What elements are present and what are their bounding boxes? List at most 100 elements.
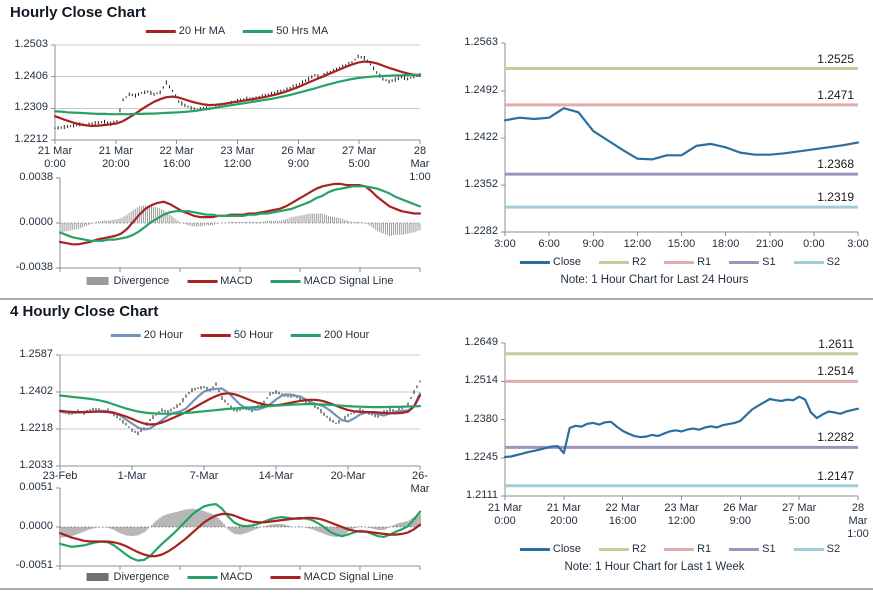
- legend-item: S1: [729, 256, 776, 268]
- x-tick-label: 3:00: [494, 238, 516, 250]
- legend-item: R2: [599, 256, 646, 268]
- hourly-pivot-chart: 1.2563 1.2492 1.2422 1.2352 1.2282 3:00 6:00 9:…: [436, 24, 873, 300]
- legend-swatch-r2: [599, 260, 630, 264]
- 4hourly-macd-plot: [56, 487, 422, 570]
- x-tick-label: 1-Mar: [117, 470, 147, 482]
- x-tick-label: 27 Mar 5:00: [342, 145, 377, 170]
- four-hourly-pivot-chart: 1.2649 1.2514 1.2380 1.2245 1.2111 21 Mar 0:0…: [436, 322, 873, 590]
- level-value-label: 1.2368: [817, 157, 854, 172]
- legend-item: R1: [664, 256, 711, 268]
- legend-label: MACD: [220, 571, 253, 583]
- legend-item: 20 Hour: [110, 329, 183, 341]
- legend-item: Divergence: [86, 571, 170, 583]
- legend-item: R2: [599, 543, 646, 555]
- legend-label: MACD Signal Line: [303, 571, 394, 583]
- legend-label: R2: [632, 543, 647, 555]
- hourly-macd-plot: [56, 177, 422, 272]
- y-tick-label: 0.0038: [19, 171, 53, 183]
- x-tick-label: 22 Mar 16:00: [605, 502, 640, 527]
- x-tick-label: 26 Mar 9:00: [281, 145, 316, 170]
- x-tick-label: 21 Mar 0:00: [487, 502, 523, 527]
- 4hourly-pivot-plot: [501, 342, 860, 500]
- y-tick-label: 1.2282: [464, 225, 498, 237]
- x-tick-label: 22 Mar 16:00: [159, 145, 194, 170]
- legend-label: Close: [552, 543, 582, 555]
- y-tick-label: 1.2514: [464, 374, 498, 387]
- hourly-price-plot: [51, 44, 422, 144]
- legend-label: R1: [697, 543, 712, 555]
- legend-item: S2: [793, 256, 840, 268]
- legend-item: Close: [519, 256, 582, 268]
- legend-swatch-close: [519, 260, 550, 264]
- series-macd: [58, 182, 422, 246]
- x-tick-label: 7-Mar: [189, 470, 219, 482]
- hourly-pivot-note: Note: 1 Hour Chart for Last 24 Hours: [560, 274, 749, 286]
- legend-swatch-macd-signal-line: [270, 575, 301, 579]
- y-tick-label: 1.2111: [465, 489, 498, 501]
- legend-item: Close: [519, 543, 582, 555]
- legend-label: R1: [697, 256, 712, 268]
- legend-label: S1: [762, 256, 776, 268]
- y-tick-label: 1.2406: [14, 69, 48, 82]
- y-tick-label: 1.2245: [464, 450, 498, 463]
- hourly-pivot-plot: [501, 42, 860, 236]
- four-hourly-macd-chart: 0.0051 0.0000 -0.0051 Divergence MACD MACD Si…: [0, 481, 436, 590]
- x-tick-label: 9:00: [582, 238, 604, 250]
- x-tick-label: 28 Mar 1:00: [409, 145, 431, 183]
- y-tick-label: 1.2402: [19, 385, 53, 398]
- legend-swatch-20-hr-ma: [145, 29, 176, 33]
- x-tick-label: 21:00: [755, 238, 784, 250]
- series-50-hrs-ma: [53, 73, 422, 116]
- four-hourly-pivot-note: Note: 1 Hour Chart for Last 1 Week: [564, 561, 745, 573]
- x-tick-label: 20-Mar: [330, 470, 366, 482]
- legend-label: 50 Hrs MA: [276, 25, 329, 37]
- legend-swatch-s2: [793, 547, 824, 551]
- y-tick-label: 1.2380: [464, 412, 498, 425]
- y-tick-label: 1.2422: [464, 130, 498, 143]
- legend-label: MACD: [220, 275, 253, 287]
- legend-label: Divergence: [113, 571, 170, 583]
- y-tick-label: 1.2309: [14, 101, 48, 114]
- series-20-hr-ma: [53, 60, 422, 128]
- legend-swatch-close: [519, 547, 550, 551]
- x-tick-label: 6:00: [538, 238, 560, 250]
- y-tick-label: 1.2649: [464, 336, 498, 348]
- chart-legend: Close R2 R1 S1 S2: [511, 256, 849, 268]
- x-tick-label: 14-Mar: [258, 470, 294, 482]
- legend-item: Divergence: [86, 275, 169, 287]
- legend-swatch-r2: [599, 547, 630, 551]
- level-value-label: 1.2525: [817, 51, 854, 66]
- chart-legend: 20 Hr MA 50 Hrs MA: [137, 25, 337, 37]
- level-value-label: 1.2319: [817, 190, 854, 205]
- x-tick-label: 18:00: [711, 238, 740, 250]
- x-tick-label: 27 Mar 5:00: [782, 502, 817, 527]
- y-tick-label: 1.2212: [14, 133, 48, 145]
- legend-label: S1: [762, 543, 776, 555]
- legend-item: MACD Signal Line: [270, 571, 394, 583]
- hourly-macd-chart: 0.0038 0.0000 -0.0038 Divergence MACD MACD Si…: [0, 170, 436, 300]
- chart-legend: Divergence MACD MACD Signal Line: [78, 275, 403, 287]
- x-tick-label: 23 Mar 12:00: [220, 145, 255, 170]
- section-divider: [0, 298, 873, 300]
- x-tick-label: 26 Mar 9:00: [723, 502, 758, 527]
- x-tick-label: 26-Mar: [410, 470, 430, 495]
- legend-item: 200 Hour: [291, 329, 369, 341]
- series-close: [503, 107, 860, 161]
- series-200-hour: [58, 394, 422, 415]
- hourly-close-chart: 1.2503 1.2406 1.2309 1.2212 21 Mar 0:00 21 Ma…: [0, 24, 436, 183]
- legend-swatch-r1: [664, 260, 695, 264]
- legend-label: 50 Hour: [233, 329, 274, 341]
- legend-label: 200 Hour: [324, 329, 370, 341]
- legend-label: 20 Hour: [143, 329, 183, 341]
- legend-swatch-s1: [729, 260, 760, 264]
- level-value-label: 1.2514: [817, 364, 854, 379]
- x-tick-label: 0:00: [803, 238, 825, 250]
- y-tick-label: 1.2352: [464, 177, 498, 190]
- legend-swatch-divergence: [86, 277, 109, 285]
- x-tick-label: 23-Feb: [42, 470, 78, 482]
- legend-label: Close: [552, 256, 582, 268]
- y-tick-label: 0.0000: [19, 216, 53, 228]
- legend-item: MACD: [187, 275, 253, 287]
- chart-legend: 20 Hour 50 Hour 200 Hour: [102, 329, 379, 341]
- legend-swatch-s1: [729, 547, 760, 551]
